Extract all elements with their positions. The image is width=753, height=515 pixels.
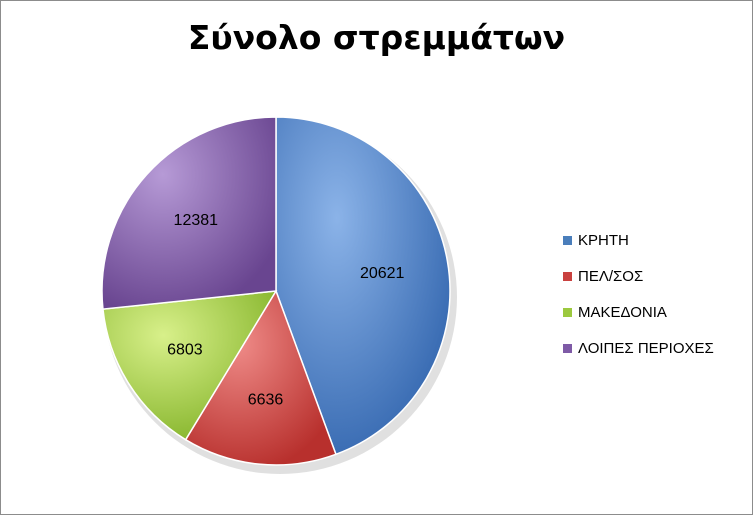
pie-slice-kriti [275,116,451,456]
data-label: 6803 [167,342,203,359]
legend-label: ΚΡΗΤΗ [578,231,629,249]
legend-label: ΜΑΚΕΔΟΝΙΑ [578,303,667,321]
legend: ΚΡΗΤΗ ΠΕΛ/ΣΟΣ ΜΑΚΕΔΟΝΙΑ ΛΟΙΠΕΣ ΠΕΡΙΟΧΕΣ [563,222,714,366]
pie-slice-pelsos [184,289,337,466]
data-label: 12381 [174,212,219,229]
legend-item-kriti: ΚΡΗΤΗ [563,222,714,258]
legend-swatch [563,271,572,281]
legend-item-pelsos: ΠΕΛ/ΣΟΣ [563,258,714,294]
legend-label: ΠΕΛ/ΣΟΣ [578,267,644,285]
legend-label: ΛΟΙΠΕΣ ΠΕΡΙΟΧΕΣ [578,339,714,357]
chart-title: Σύνολο στρεμμάτων [187,18,566,57]
legend-item-loipes: ΛΟΙΠΕΣ ΠΕΡΙΟΧΕΣ [563,330,714,366]
pie-slice-loipes [101,116,277,310]
legend-swatch [563,307,572,317]
data-label: 6636 [248,391,284,408]
legend-swatch [563,343,572,353]
pie-slice-makedonia [102,290,278,441]
legend-swatch [563,235,572,245]
data-label: 20621 [360,265,405,282]
legend-item-makedonia: ΜΑΚΕΔΟΝΙΑ [563,294,714,330]
